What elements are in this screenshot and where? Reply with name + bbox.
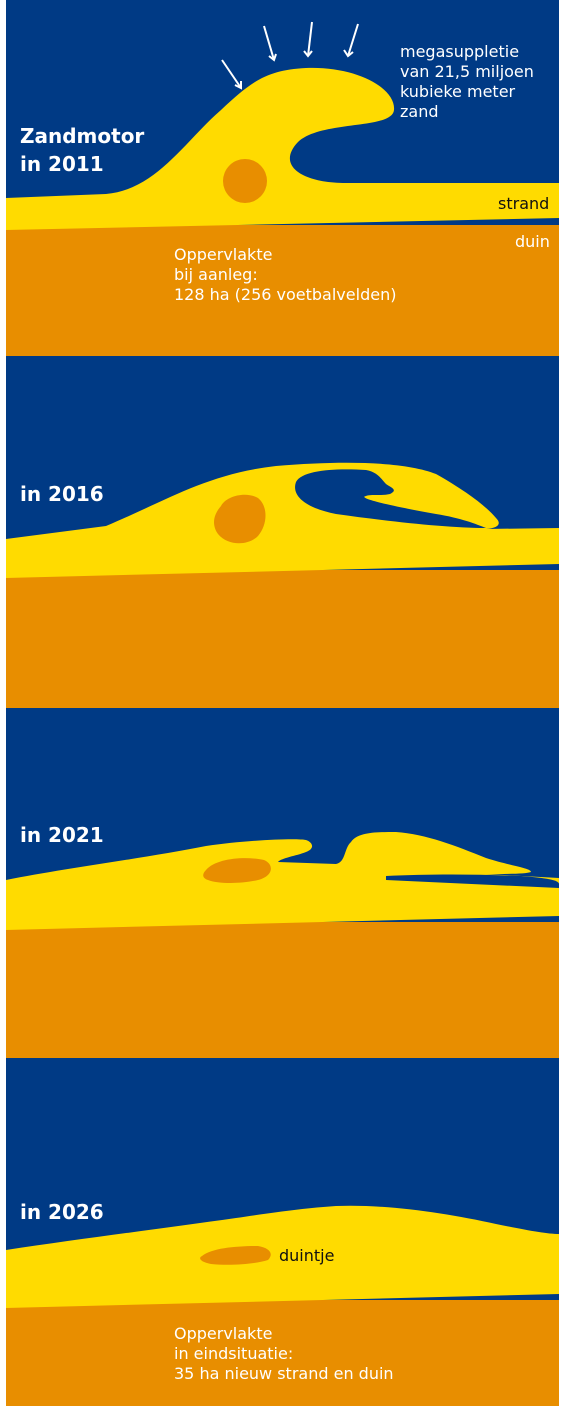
dune-area [6,570,559,708]
sandmotor-shape [6,832,559,930]
dune-area [6,922,559,1058]
panel-2021-illustration [6,708,559,1058]
panel-2016: in 2016 [6,356,559,708]
lagoon-shape [295,469,486,528]
annotation-line-3: kubieke meter [400,82,516,101]
sandmotor-shape [6,462,559,578]
panel-2011-title-line-2: in 2011 [20,152,104,176]
duintje-shape [200,1246,271,1265]
panel-2026-title: in 2026 [20,1200,104,1224]
lagoon-remnant [214,494,266,544]
dune-area [6,1300,559,1406]
annotation-line-2: van 21,5 miljoen [400,62,534,81]
panel-2011: Zandmotor in 2011 megasuppletie van 21,5… [6,0,559,356]
arrow-down-icon [343,23,359,58]
arrow-down-icon [221,59,242,90]
panel-2026: in 2026 duintje Oppervlakte in eindsitua… [6,1058,559,1406]
annotation-line-4: zand [400,102,439,121]
area-2011-line-1: Oppervlakte [174,245,273,264]
lagoon-remnant [203,858,271,883]
dune-area [6,225,559,356]
lagoon-shape [386,874,559,888]
panel-2011-illustration [6,0,559,356]
arrow-down-icon [303,21,313,58]
lagoon-circle [223,159,267,203]
area-2026-line-2: in eindsituatie: [174,1344,294,1363]
panel-2016-title: in 2016 [20,482,104,506]
area-2026-line-1: Oppervlakte [174,1324,273,1343]
area-2011-line-3: 128 ha (256 voetbalvelden) [174,285,397,304]
panel-2016-illustration [6,356,559,708]
strand-label: strand [498,194,550,213]
duintje-label: duintje [279,1246,335,1265]
panel-2026-illustration [6,1058,559,1406]
panel-2011-title-line-1: Zandmotor [20,124,145,148]
annotation-line-1: megasuppletie [400,42,520,61]
panel-2021-title: in 2021 [20,823,104,847]
duin-label: duin [515,232,550,251]
area-2026-line-3: 35 ha nieuw strand en duin [174,1364,394,1383]
arrow-down-icon [263,25,277,62]
sandmotor-shape [6,67,559,231]
area-2011-line-2: bij aanleg: [174,265,258,284]
sandmotor-shape [6,1205,559,1308]
panel-2021: in 2021 [6,708,559,1058]
